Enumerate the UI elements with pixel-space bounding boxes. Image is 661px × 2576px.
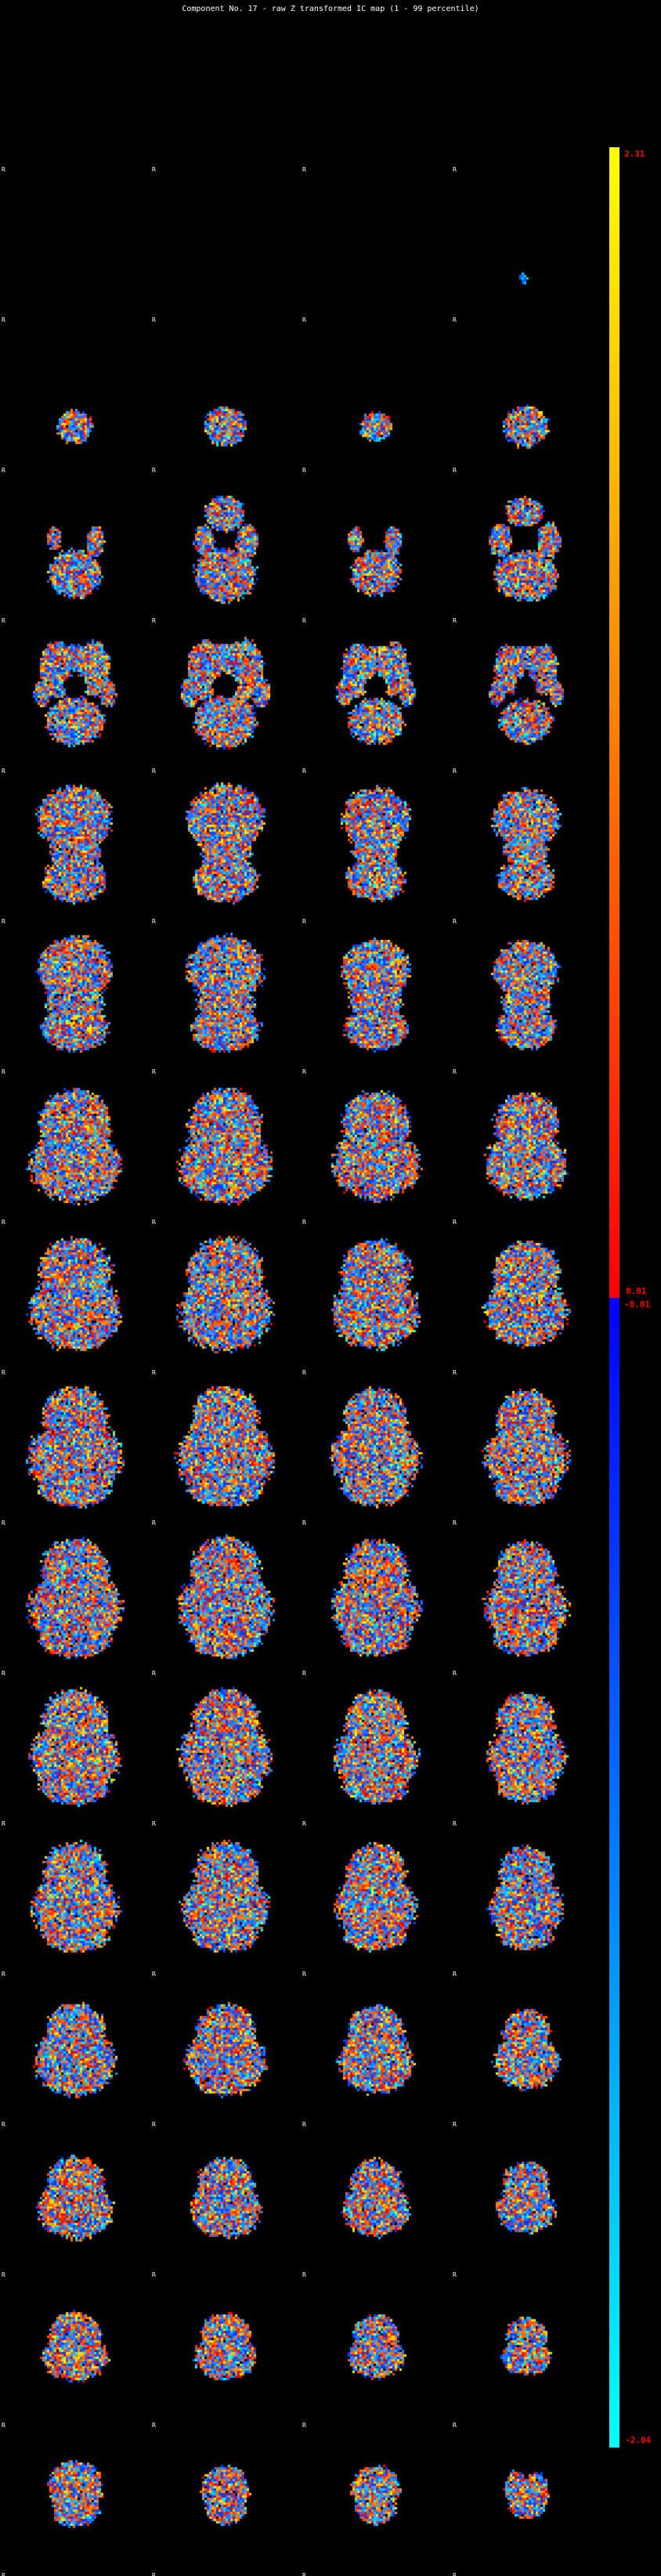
- orientation-r-label: R: [152, 1519, 156, 1526]
- orientation-r-label: R: [152, 1219, 156, 1226]
- orientation-r-label: R: [302, 617, 306, 624]
- orientation-r-label: R: [152, 1971, 156, 1978]
- orientation-r-label: R: [152, 2572, 156, 2576]
- orientation-r-label: R: [2, 918, 5, 925]
- orientation-r-label: R: [152, 2422, 156, 2429]
- orientation-r-label: R: [302, 1670, 306, 1677]
- orientation-r-label: R: [2, 768, 5, 775]
- orientation-r-label: R: [2, 2422, 5, 2429]
- orientation-r-label: R: [302, 1820, 306, 1827]
- orientation-r-label: R: [302, 1068, 306, 1075]
- orientation-r-label: R: [152, 768, 156, 775]
- colorbar-positive-gradient: [609, 147, 619, 1298]
- orientation-r-label: R: [152, 1820, 156, 1827]
- orientation-r-label: R: [453, 316, 457, 323]
- orientation-r-label: R: [152, 1068, 156, 1075]
- orientation-r-label: R: [453, 1068, 457, 1075]
- orientation-r-label: R: [302, 918, 306, 925]
- orientation-r-label: R: [453, 166, 457, 173]
- orientation-r-label: R: [453, 1219, 457, 1226]
- orientation-r-label: R: [453, 1519, 457, 1526]
- orientation-r-label: R: [302, 2271, 306, 2278]
- colorbar-positive-threshold-label: 0.01: [626, 1286, 647, 1296]
- orientation-r-label: R: [152, 1369, 156, 1376]
- orientation-r-label: R: [2, 2121, 5, 2128]
- orientation-r-label: R: [302, 1369, 306, 1376]
- orientation-r-label: R: [152, 166, 156, 173]
- orientation-r-label: R: [302, 1971, 306, 1978]
- colorbar-negative-gradient: [609, 1297, 619, 2448]
- orientation-r-label: R: [453, 1820, 457, 1827]
- orientation-r-label: R: [2, 1369, 5, 1376]
- orientation-r-label: R: [302, 1219, 306, 1226]
- orientation-r-label: R: [453, 918, 457, 925]
- orientation-r-label: R: [152, 617, 156, 624]
- orientation-r-label: R: [2, 2572, 5, 2576]
- orientation-r-label: R: [453, 2422, 457, 2429]
- orientation-r-label: R: [152, 316, 156, 323]
- orientation-r-label: R: [152, 467, 156, 474]
- orientation-r-label: R: [453, 1670, 457, 1677]
- colorbar-min-label: -2.04: [625, 2435, 652, 2445]
- orientation-r-label: R: [453, 768, 457, 775]
- orientation-r-label: R: [302, 1519, 306, 1526]
- orientation-r-label: R: [2, 467, 5, 474]
- orientation-r-label: R: [2, 1068, 5, 1075]
- orientation-r-label: R: [2, 2271, 5, 2278]
- orientation-r-label: R: [2, 1219, 5, 1226]
- orientation-r-label: R: [453, 2121, 457, 2128]
- orientation-r-label: R: [453, 1369, 457, 1376]
- colorbar: [609, 147, 619, 2448]
- orientation-r-label: R: [302, 316, 306, 323]
- orientation-r-label: R: [302, 2422, 306, 2429]
- colorbar-max-label: 2.31: [624, 149, 645, 159]
- colorbar-negative-threshold-label: -0.01: [624, 1299, 651, 1310]
- orientation-r-label: R: [2, 316, 5, 323]
- orientation-r-label: R: [453, 617, 457, 624]
- orientation-r-label: R: [152, 2271, 156, 2278]
- orientation-r-label: R: [302, 768, 306, 775]
- orientation-r-label: R: [302, 467, 306, 474]
- orientation-r-label: R: [453, 1971, 457, 1978]
- orientation-r-label: R: [453, 467, 457, 474]
- orientation-r-label: R: [2, 1971, 5, 1978]
- orientation-r-label: R: [152, 2121, 156, 2128]
- orientation-r-label: R: [2, 166, 5, 173]
- orientation-r-label: R: [2, 617, 5, 624]
- orientation-r-label: R: [152, 918, 156, 925]
- orientation-r-label: R: [453, 2572, 457, 2576]
- orientation-r-label: R: [453, 2271, 457, 2278]
- orientation-r-label: R: [2, 1670, 5, 1677]
- orientation-r-label: R: [302, 2572, 306, 2576]
- orientation-r-label: R: [152, 1670, 156, 1677]
- orientation-r-label: R: [2, 1820, 5, 1827]
- orientation-r-label: R: [302, 2121, 306, 2128]
- orientation-r-label: R: [2, 1519, 5, 1526]
- orientation-r-label: R: [302, 166, 306, 173]
